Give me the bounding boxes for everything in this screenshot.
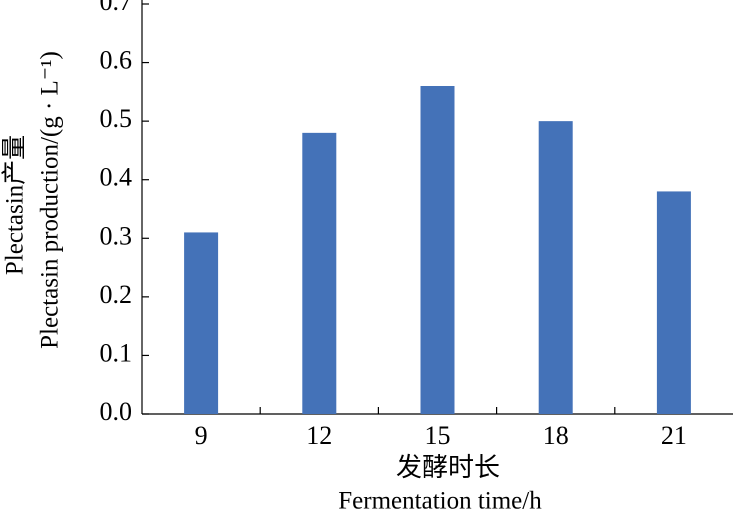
y-tick-label: 0.2 <box>100 280 133 309</box>
y-tick-label: 0.5 <box>100 104 133 133</box>
bar <box>420 86 455 414</box>
y-tick-label: 0.4 <box>100 163 133 192</box>
bar <box>302 132 337 414</box>
bar <box>656 191 691 414</box>
bar <box>538 121 573 415</box>
x-tick-label: 21 <box>661 421 687 450</box>
bar <box>184 232 219 414</box>
x-tick-label: 18 <box>543 421 569 450</box>
y-tick-label: 0.7 <box>100 0 133 16</box>
y-tick-label: 0.0 <box>100 397 133 426</box>
y-tick-label: 0.3 <box>100 221 133 250</box>
y-tick-label: 0.6 <box>100 46 133 75</box>
x-axis-label: Fermentation time/h <box>338 488 542 515</box>
x-tick-label: 12 <box>306 421 332 450</box>
x-axis-label: 发酵时长 <box>396 453 500 482</box>
x-tick-label: 9 <box>195 421 208 450</box>
y-axis-label: Plectasin production/(g · L⁻¹) <box>37 51 64 349</box>
y-tick-label: 0.1 <box>100 338 133 367</box>
y-axis-label: Plectasin产量 <box>1 135 29 275</box>
x-tick-label: 15 <box>425 421 451 450</box>
